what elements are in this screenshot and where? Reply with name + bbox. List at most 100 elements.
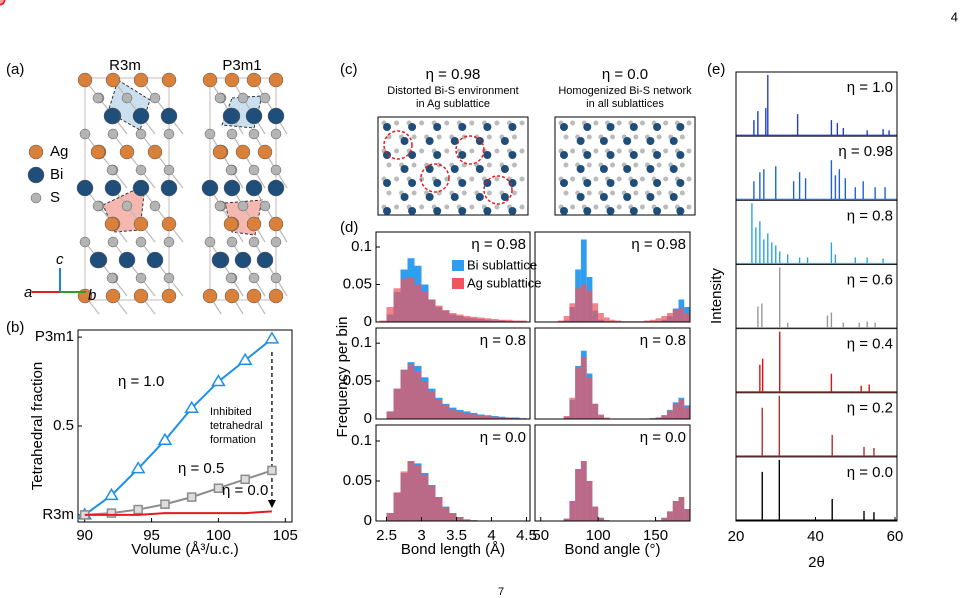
x-tick-label: 40 xyxy=(807,528,824,545)
atom xyxy=(606,207,615,215)
atom xyxy=(663,148,669,154)
x-axis-label: Bond length (Å) xyxy=(401,541,505,558)
atom xyxy=(394,148,400,154)
axis-name: a xyxy=(24,284,32,301)
x-tick-label: 150 xyxy=(643,527,668,544)
atom xyxy=(583,179,592,187)
atom xyxy=(599,193,608,201)
atom xyxy=(119,144,135,160)
marker xyxy=(213,483,224,493)
atom xyxy=(563,134,569,140)
atom xyxy=(639,204,645,210)
atom xyxy=(639,176,645,182)
atom xyxy=(469,176,475,182)
atom xyxy=(486,134,492,140)
atom xyxy=(676,123,685,131)
atom xyxy=(248,164,260,176)
highlight xyxy=(455,135,485,165)
marker xyxy=(264,331,280,344)
atom xyxy=(646,137,655,145)
atom xyxy=(161,288,177,304)
histogram-bar xyxy=(563,518,570,521)
marker xyxy=(186,492,197,502)
atom xyxy=(500,137,509,145)
legend-label: Ag sublattice xyxy=(467,275,541,290)
histogram-bar xyxy=(672,501,679,521)
atom xyxy=(160,179,178,197)
atom xyxy=(147,144,163,160)
atom xyxy=(593,204,599,210)
atom xyxy=(686,120,692,126)
annotation: formation xyxy=(210,434,256,446)
atom xyxy=(411,190,417,196)
atom xyxy=(246,216,262,232)
atom xyxy=(163,164,175,176)
histogram-bar xyxy=(414,371,422,419)
marker xyxy=(237,352,253,365)
atom xyxy=(519,176,525,182)
atom xyxy=(686,204,692,210)
atom xyxy=(560,179,568,187)
atom xyxy=(121,200,133,212)
atom xyxy=(202,288,218,304)
atom xyxy=(599,165,608,173)
atom xyxy=(270,128,282,140)
x-tick-label: 4.5 xyxy=(516,527,537,544)
histogram-bar xyxy=(598,414,604,419)
atom xyxy=(257,144,273,160)
histogram-bar xyxy=(442,507,450,521)
legend-swatch xyxy=(452,260,464,271)
histogram-bar xyxy=(463,316,471,322)
histogram-bar xyxy=(598,313,604,322)
histogram-bar xyxy=(393,288,401,322)
marker xyxy=(160,499,170,509)
histogram-bar xyxy=(505,319,513,322)
atom xyxy=(570,204,576,210)
histogram-bar xyxy=(592,506,599,521)
x-tick-label: 3 xyxy=(417,527,425,544)
y-tick-label: 0.05 xyxy=(343,472,372,489)
histogram-bar xyxy=(667,511,673,521)
histogram-bar xyxy=(407,364,415,419)
atom xyxy=(160,107,178,125)
histogram-bar xyxy=(400,369,408,419)
atom xyxy=(270,272,282,284)
histogram-bar xyxy=(449,513,457,521)
marker xyxy=(0,0,6,6)
atom xyxy=(486,190,492,196)
histogram-bar xyxy=(592,303,599,322)
atom xyxy=(576,137,585,145)
atom xyxy=(383,151,391,159)
atom xyxy=(444,204,450,210)
histogram-bar xyxy=(484,318,492,322)
histogram-bar xyxy=(575,469,581,521)
atom xyxy=(461,134,467,140)
highlight xyxy=(383,130,413,160)
atom xyxy=(107,128,119,140)
histogram-bar xyxy=(407,277,415,322)
atom xyxy=(656,190,662,196)
histogram-bar xyxy=(655,417,662,419)
marker xyxy=(267,465,277,476)
histogram-bar xyxy=(456,411,464,419)
atom xyxy=(458,151,467,159)
atom xyxy=(560,151,568,159)
x-tick-label: 105 xyxy=(273,527,298,544)
histogram-bar xyxy=(470,316,478,322)
atom xyxy=(646,165,655,173)
histogram-bar xyxy=(684,313,690,322)
atom xyxy=(133,288,149,304)
histogram-bar xyxy=(484,415,492,419)
atom xyxy=(623,193,632,201)
atom xyxy=(511,162,517,168)
histogram-bar xyxy=(505,417,513,419)
atom xyxy=(411,134,417,140)
histogram-bar xyxy=(428,485,436,521)
atom xyxy=(610,134,616,140)
legend-swatch xyxy=(28,144,44,160)
atom xyxy=(656,162,662,168)
histogram-bar xyxy=(400,278,408,322)
atom xyxy=(433,179,442,187)
atom xyxy=(576,193,585,201)
histogram-bar xyxy=(557,320,564,322)
